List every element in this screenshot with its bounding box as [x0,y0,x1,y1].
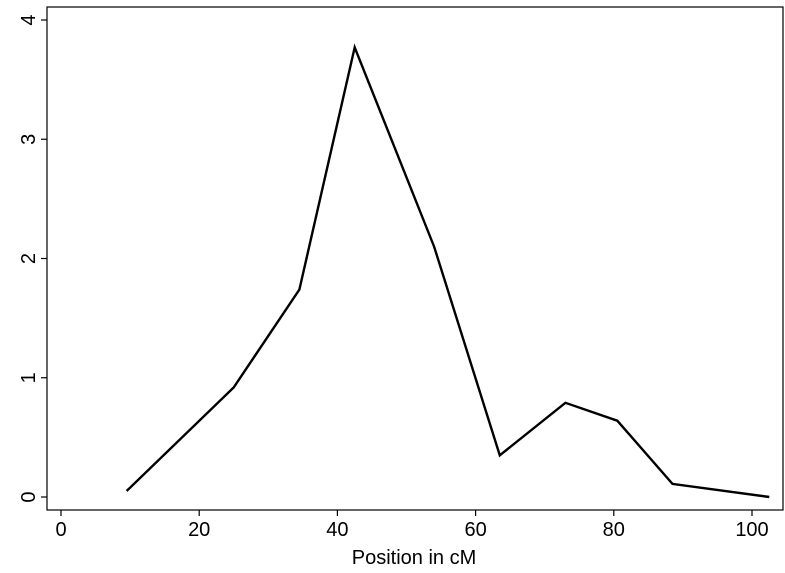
x-tick-label: 0 [55,519,66,541]
x-tick-label: 100 [735,519,768,541]
y-tick-label: 1 [18,372,40,383]
x-tick-label: 80 [603,519,625,541]
plot-frame [46,6,784,511]
y-axis: 0 1 2 3 4 [18,14,47,503]
series-layer [125,43,770,499]
y-tick-label: 0 [18,491,40,502]
series-line [125,43,770,499]
x-axis-title: Position in cM [352,547,477,569]
x-axis: 0 20 40 60 80 100 [55,510,769,541]
x-tick-label: 60 [464,519,486,541]
y-tick-label: 3 [18,134,40,145]
y-tick-label: 2 [18,253,40,264]
y-tick-label: 4 [18,14,40,25]
plot-border [46,6,784,511]
x-tick-label: 40 [326,519,348,541]
x-tick-label: 20 [188,519,210,541]
